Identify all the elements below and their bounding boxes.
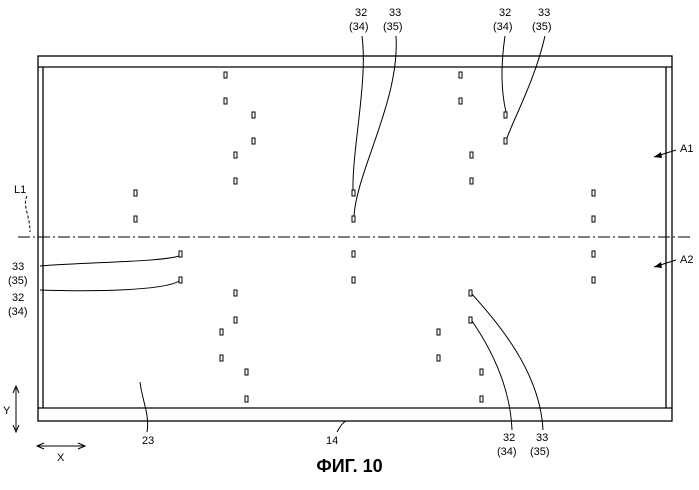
label-32-left: 32: [12, 292, 24, 304]
hole-mark: [220, 355, 223, 361]
label-axis-y: Y: [3, 405, 11, 417]
hole-mark: [252, 138, 255, 144]
leader-32-left: [40, 281, 179, 291]
label-23: 23: [142, 435, 154, 447]
hole-mark: [469, 290, 472, 296]
leader-lines: [25, 36, 676, 432]
label-a1: A1: [680, 143, 693, 155]
hole-mark: [234, 178, 237, 184]
hole-mark: [252, 112, 255, 118]
leader-32-right: [502, 36, 506, 112]
leader-33-bottom: [472, 294, 543, 430]
hole-mark: [592, 190, 595, 196]
label-33-bottom: 33: [536, 432, 548, 444]
hole-mark: [352, 277, 355, 283]
label-32-top-right: 32: [499, 7, 511, 19]
a1-arrowhead: [654, 152, 662, 158]
hole-mark: [459, 98, 462, 104]
leader-32-bottom: [472, 321, 512, 430]
leader-32-center: [353, 36, 363, 190]
label-35-left: (35): [8, 275, 28, 287]
figure-caption: ФИГ. 10: [0, 456, 699, 477]
hole-mark: [224, 98, 227, 104]
hole-mark: [245, 369, 248, 375]
hole-mark: [234, 152, 237, 158]
hole-mark: [504, 112, 507, 118]
leader-33-right: [507, 36, 545, 138]
hole-mark: [469, 317, 472, 323]
hole-mark: [480, 396, 483, 402]
label-34-top-right: (34): [493, 21, 513, 33]
hole-mark: [480, 369, 483, 375]
hole-mark: [134, 190, 137, 196]
hole-mark: [234, 317, 237, 323]
hole-mark: [179, 277, 182, 283]
reference-labels: 32 (34) 33 (35) 32 (34) 33 (35) A1 A2 L1…: [3, 7, 693, 464]
label-34-left: (34): [8, 306, 28, 318]
leader-14: [337, 421, 346, 432]
hole-mark: [352, 190, 355, 196]
label-a2: A2: [680, 254, 693, 266]
hole-mark: [245, 396, 248, 402]
substrate-frame: [38, 56, 672, 421]
hole-mark: [470, 152, 473, 158]
leader-l1: [25, 196, 30, 232]
hole-mark: [352, 251, 355, 257]
hole-mark: [220, 329, 223, 335]
hole-mark: [134, 216, 137, 222]
hole-mark: [437, 355, 440, 361]
label-33-top-center: 33: [389, 7, 401, 19]
leader-33-left: [40, 256, 179, 266]
hole-mark: [592, 277, 595, 283]
hole-mark: [459, 72, 462, 78]
hole-mark: [437, 329, 440, 335]
hole-mark: [470, 178, 473, 184]
hole-mark: [504, 138, 507, 144]
a2-arrowhead: [654, 262, 662, 268]
label-14: 14: [326, 435, 338, 447]
hole-mark: [224, 72, 227, 78]
hole-mark: [592, 251, 595, 257]
hole-mark: [592, 216, 595, 222]
label-35-top-center: (35): [383, 21, 403, 33]
label-32-top-center: 32: [355, 7, 367, 19]
label-33-left: 33: [12, 261, 24, 273]
label-32-bottom: 32: [503, 432, 515, 444]
label-34-top-center: (34): [349, 21, 369, 33]
label-35-top-right: (35): [532, 21, 552, 33]
hole-mark: [179, 251, 182, 257]
hole-mark: [352, 216, 355, 222]
axis-indicators: [13, 386, 85, 449]
label-l1: L1: [14, 184, 26, 196]
arrow-heads: [654, 152, 662, 268]
hole-mark: [234, 290, 237, 296]
leader-33-center: [354, 36, 396, 216]
label-33-top-right: 33: [538, 7, 550, 19]
leader-23: [140, 382, 148, 432]
